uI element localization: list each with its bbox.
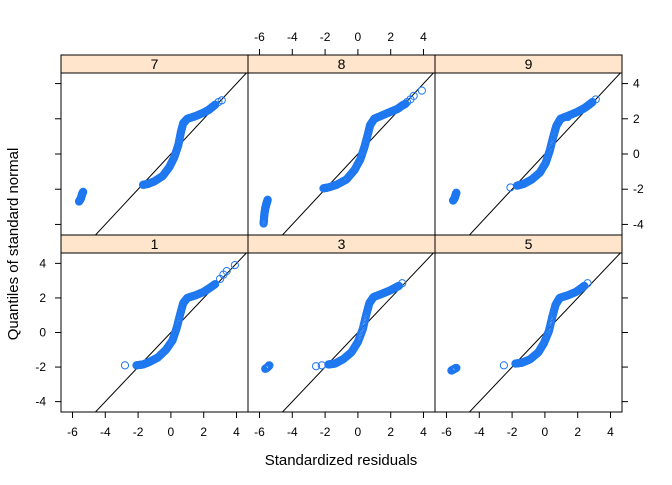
x-tick-label-top: 4 [420, 30, 427, 44]
strip-label: 5 [525, 236, 533, 252]
x-tick-label: 4 [233, 425, 240, 439]
y-tick-label: 0 [39, 326, 46, 340]
reference-line [94, 253, 248, 412]
data-point [317, 361, 326, 370]
data-point [79, 187, 88, 196]
y-tick-label: -2 [35, 360, 46, 374]
x-tick-label: 0 [542, 425, 549, 439]
data-point [583, 279, 592, 288]
points [261, 279, 407, 373]
data-point [398, 279, 407, 288]
data-point [452, 188, 461, 197]
y-tick-label-right: -2 [633, 182, 644, 196]
x-tick-label: 0 [168, 425, 175, 439]
points [120, 260, 239, 370]
panel-1: 1 [60, 234, 249, 413]
panel-3: 3 [247, 234, 436, 413]
x-tick-label: -6 [441, 425, 452, 439]
data-point [417, 86, 426, 95]
x-tick-label: 2 [200, 425, 207, 439]
data-point [499, 361, 508, 370]
x-tick-label: -4 [100, 425, 111, 439]
data-point [222, 267, 231, 276]
data-point [217, 96, 226, 105]
points [448, 95, 600, 205]
data-point [409, 91, 418, 100]
panel-grid: 7 8 9 1 3 5 [60, 54, 623, 413]
axes: -6 -6 -6 -6 -4 -4 -4 -4 -2 -2 -2 -2 0 0 0 0 2 2 2 2 4 4 4 4 -4 -4… [35, 30, 644, 439]
y-tick-label: 4 [39, 256, 46, 270]
reference-line [281, 253, 435, 412]
x-tick-label-top: 0 [355, 30, 362, 44]
panel-border [247, 252, 436, 413]
points [74, 96, 226, 206]
data-point [311, 362, 321, 371]
y-tick-label: -4 [35, 395, 46, 409]
strip-label: 8 [338, 56, 346, 72]
y-axis-label: Quantiles of standard normal [5, 148, 22, 341]
strip-label: 3 [338, 236, 346, 252]
data-point [506, 183, 515, 192]
data-point [120, 361, 130, 370]
data-point [230, 260, 239, 270]
x-tick-label: -4 [287, 425, 298, 439]
data-point [452, 363, 461, 373]
y-tick-label-right: 0 [633, 147, 640, 161]
panel-9: 9 [434, 54, 623, 236]
x-tick-label: -6 [67, 425, 78, 439]
strip-label: 7 [151, 56, 159, 72]
points [447, 279, 592, 375]
x-tick-label: -2 [507, 425, 518, 439]
x-tick-label: -6 [254, 425, 265, 439]
panel-8: 8 [247, 54, 436, 236]
x-tick-label: 2 [574, 425, 581, 439]
reference-line [468, 253, 622, 412]
strip-label: 9 [525, 56, 533, 72]
x-tick-label: 4 [607, 425, 614, 439]
data-point [211, 280, 220, 289]
x-tick-label: 2 [387, 425, 394, 439]
x-tick-label-top: -6 [254, 30, 265, 44]
x-tick-label-top: -2 [320, 30, 331, 44]
strip-label: 1 [151, 236, 159, 252]
panel-5: 5 [434, 234, 623, 413]
x-tick-label: 0 [355, 425, 362, 439]
y-tick-label-right: -4 [633, 217, 644, 231]
data-point [563, 112, 572, 122]
y-tick-label-right: 4 [633, 77, 640, 91]
x-tick-label-top: -4 [287, 30, 298, 44]
data-point [263, 195, 272, 204]
y-tick-label: 2 [39, 291, 46, 305]
panel-border [60, 252, 249, 413]
x-axis-label: Standardized residuals [265, 452, 418, 469]
panel-border [434, 252, 623, 413]
x-tick-label: -4 [474, 425, 485, 439]
x-tick-label-top: 2 [387, 30, 394, 44]
x-tick-label: -2 [133, 425, 144, 439]
panel-7: 7 [60, 54, 249, 236]
panel-border [434, 72, 623, 236]
y-tick-label-right: 2 [633, 112, 640, 126]
data-point [591, 95, 600, 104]
data-point [401, 99, 410, 108]
x-tick-label: 4 [420, 425, 427, 439]
x-tick-label: -2 [320, 425, 331, 439]
points [259, 86, 426, 228]
data-point [265, 361, 274, 370]
